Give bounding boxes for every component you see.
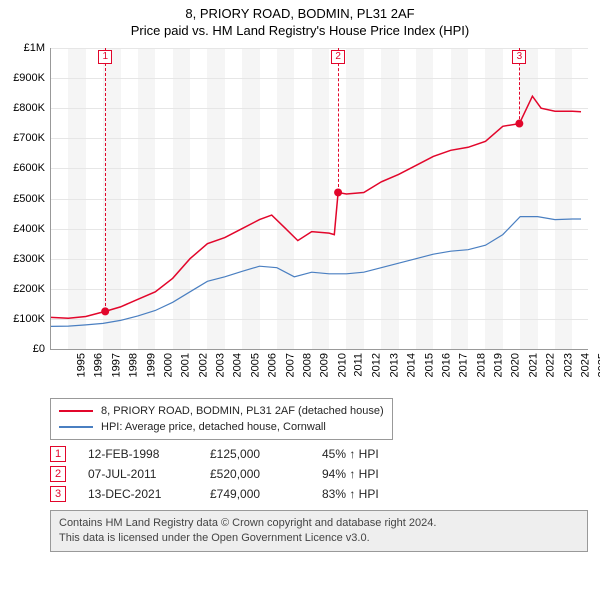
x-tick-label: 2011 xyxy=(353,353,365,377)
x-tick-label: 2013 xyxy=(388,353,400,377)
legend-row: 8, PRIORY ROAD, BODMIN, PL31 2AF (detach… xyxy=(59,403,384,419)
x-tick-label: 2008 xyxy=(301,353,313,377)
sale-row: 3 13-DEC-2021 £749,000 83% ↑ HPI xyxy=(50,486,588,502)
y-tick-label: £200K xyxy=(13,283,51,295)
x-tick-label: 1996 xyxy=(93,353,105,377)
sale-marker-icon: 1 xyxy=(50,446,66,462)
x-tick-label: 2001 xyxy=(180,353,192,377)
x-tick-label: 2006 xyxy=(267,353,279,377)
x-tick-label: 2024 xyxy=(579,353,591,377)
y-tick-label: £700K xyxy=(13,132,51,144)
chart-title-address: 8, PRIORY ROAD, BODMIN, PL31 2AF xyxy=(0,6,600,21)
sale-price: £125,000 xyxy=(210,447,300,461)
sale-row: 2 07-JUL-2011 £520,000 94% ↑ HPI xyxy=(50,466,588,482)
sale-date: 07-JUL-2011 xyxy=(88,467,188,481)
x-tick-label: 1998 xyxy=(128,353,140,377)
chart-area: 1995 1996 1997 1998 1999 2000 2001 2002 2003 2004… xyxy=(0,42,600,392)
x-tick-label: 2016 xyxy=(440,353,452,377)
x-tick-label: 1999 xyxy=(145,353,157,377)
chart-title-subtitle: Price paid vs. HM Land Registry's House … xyxy=(0,23,600,38)
x-tick-label: 2014 xyxy=(406,353,418,377)
sale-vs-hpi: 94% ↑ HPI xyxy=(322,467,379,481)
legend-label: HPI: Average price, detached house, Corn… xyxy=(101,421,326,433)
x-tick-label: 2022 xyxy=(545,353,557,377)
chart-lines-svg xyxy=(51,48,588,349)
sale-marker-box: 2 xyxy=(331,50,345,64)
sale-price: £520,000 xyxy=(210,467,300,481)
x-tick-label: 2020 xyxy=(510,353,522,377)
x-tick-label: 2000 xyxy=(162,353,174,377)
legend-swatch xyxy=(59,426,93,428)
sale-marker-icon: 3 xyxy=(50,486,66,502)
x-tick-label: 2005 xyxy=(249,353,261,377)
sale-marker-box: 1 xyxy=(98,50,112,64)
footer-line: Contains HM Land Registry data © Crown c… xyxy=(59,516,579,531)
x-tick-label: 2012 xyxy=(371,353,383,377)
x-tick-label: 2018 xyxy=(475,353,487,377)
sale-marker-dropline xyxy=(338,48,339,192)
y-tick-label: £500K xyxy=(13,193,51,205)
sale-vs-hpi: 45% ↑ HPI xyxy=(322,447,379,461)
sale-row: 1 12-FEB-1998 £125,000 45% ↑ HPI xyxy=(50,446,588,462)
series-line-hpi xyxy=(51,217,581,327)
sale-price: £749,000 xyxy=(210,487,300,501)
y-tick-label: £0 xyxy=(33,343,51,355)
x-tick-label: 2019 xyxy=(493,353,505,377)
x-tick-label: 2015 xyxy=(423,353,435,377)
x-tick-label: 2017 xyxy=(458,353,470,377)
sale-marker-box: 3 xyxy=(512,50,526,64)
x-tick-label: 1995 xyxy=(75,353,87,377)
chart-header: 8, PRIORY ROAD, BODMIN, PL31 2AF Price p… xyxy=(0,0,600,42)
sale-date: 12-FEB-1998 xyxy=(88,447,188,461)
x-tick-label: 2009 xyxy=(319,353,331,377)
y-tick-label: £100K xyxy=(13,313,51,325)
legend-row: HPI: Average price, detached house, Corn… xyxy=(59,419,384,435)
attribution-footer: Contains HM Land Registry data © Crown c… xyxy=(50,510,588,552)
chart-plot: 1995199619971998199920002001200220032004… xyxy=(50,48,588,350)
sale-date: 13-DEC-2021 xyxy=(88,487,188,501)
footer-line: This data is licensed under the Open Gov… xyxy=(59,531,579,546)
x-tick-label: 2021 xyxy=(527,353,539,377)
x-tick-label: 2023 xyxy=(562,353,574,377)
chart-legend: 8, PRIORY ROAD, BODMIN, PL31 2AF (detach… xyxy=(50,398,393,440)
legend-swatch xyxy=(59,410,93,412)
x-tick-label: 2010 xyxy=(336,353,348,377)
sale-vs-hpi: 83% ↑ HPI xyxy=(322,487,379,501)
y-tick-label: £400K xyxy=(13,223,51,235)
sale-marker-dropline xyxy=(105,48,106,311)
x-tick-label: 1997 xyxy=(110,353,122,377)
y-tick-label: £1M xyxy=(24,42,51,54)
sale-marker-icon: 2 xyxy=(50,466,66,482)
x-tick-label: 2003 xyxy=(215,353,227,377)
x-tick-label: 2002 xyxy=(197,353,209,377)
legend-label: 8, PRIORY ROAD, BODMIN, PL31 2AF (detach… xyxy=(101,405,384,417)
y-tick-label: £900K xyxy=(13,72,51,84)
y-tick-label: £800K xyxy=(13,102,51,114)
y-tick-label: £600K xyxy=(13,162,51,174)
series-line-property xyxy=(51,96,581,318)
x-tick-label: 2004 xyxy=(232,353,244,377)
x-tick-label: 2007 xyxy=(284,353,296,377)
y-tick-label: £300K xyxy=(13,253,51,265)
